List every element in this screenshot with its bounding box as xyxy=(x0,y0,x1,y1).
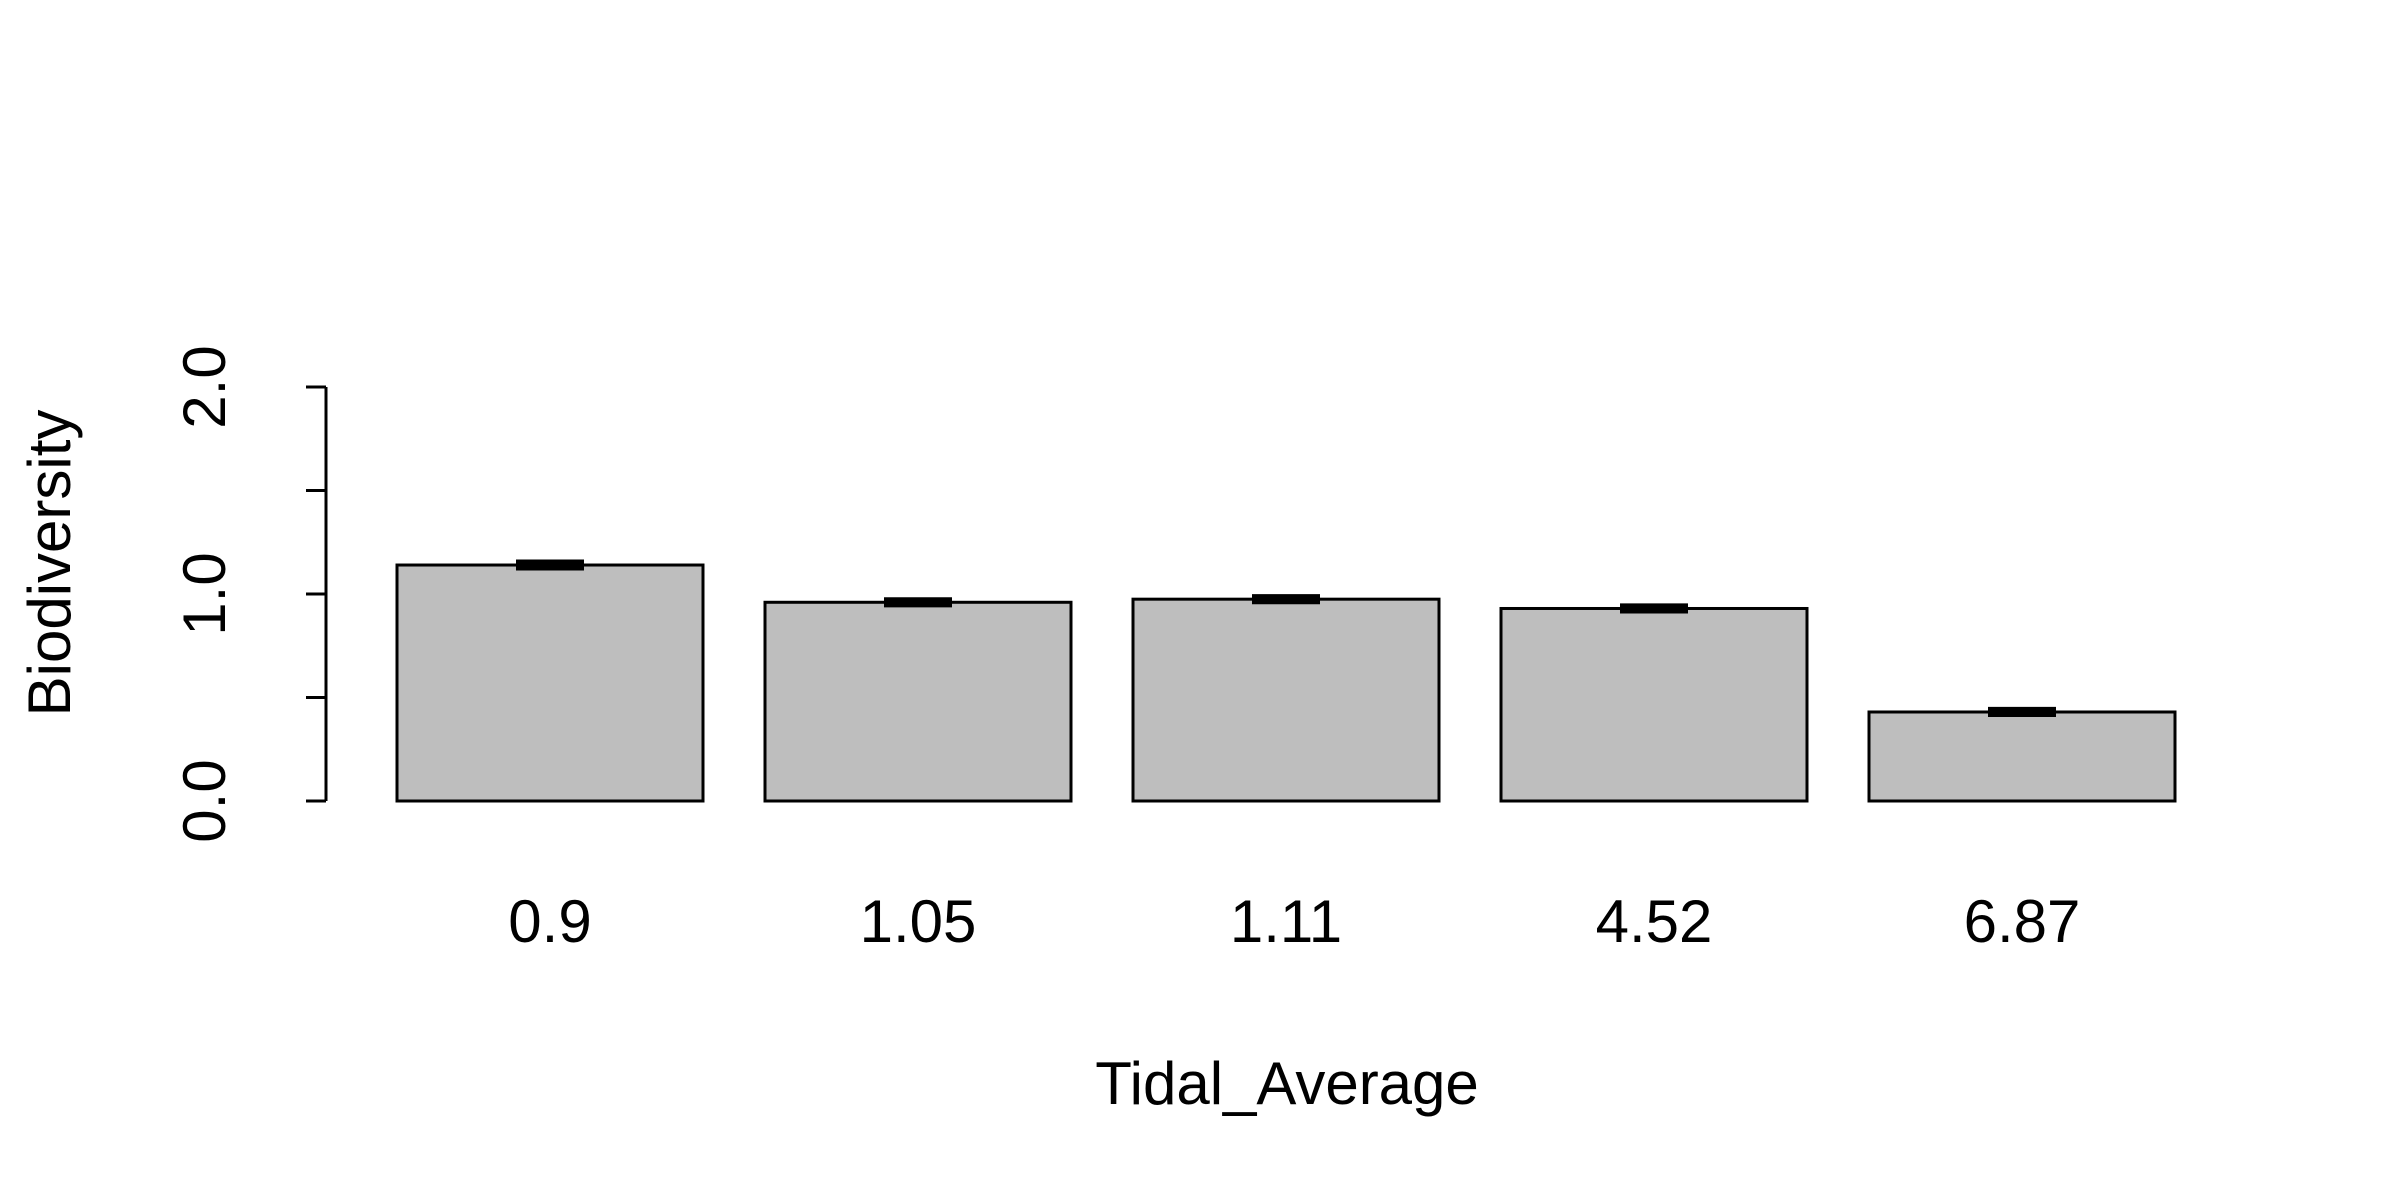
bar xyxy=(395,563,705,803)
x-category-label: 6.87 xyxy=(1964,888,2081,955)
x-category-label: 4.52 xyxy=(1596,888,1713,955)
x-category-label: 1.05 xyxy=(860,888,977,955)
bar xyxy=(1131,597,1441,803)
x-category-label: 0.9 xyxy=(508,888,591,955)
x-category-label: 1.11 xyxy=(1230,888,1342,955)
bar xyxy=(1499,606,1809,803)
y-axis: 0.0 1.0 2.0 xyxy=(171,345,328,843)
y-tick-label: 0.0 xyxy=(171,759,238,842)
y-tick-label: 2.0 xyxy=(171,345,238,428)
bar xyxy=(763,600,1073,803)
y-tick-label: 1.0 xyxy=(171,552,238,635)
x-axis-title: Tidal_Average xyxy=(1095,1050,1479,1117)
bar xyxy=(1867,710,2177,803)
x-category-labels: 0.9 1.05 1.11 4.52 6.87 xyxy=(508,888,2080,955)
bars xyxy=(395,559,2177,803)
y-axis-title: Biodiversity xyxy=(16,410,83,717)
